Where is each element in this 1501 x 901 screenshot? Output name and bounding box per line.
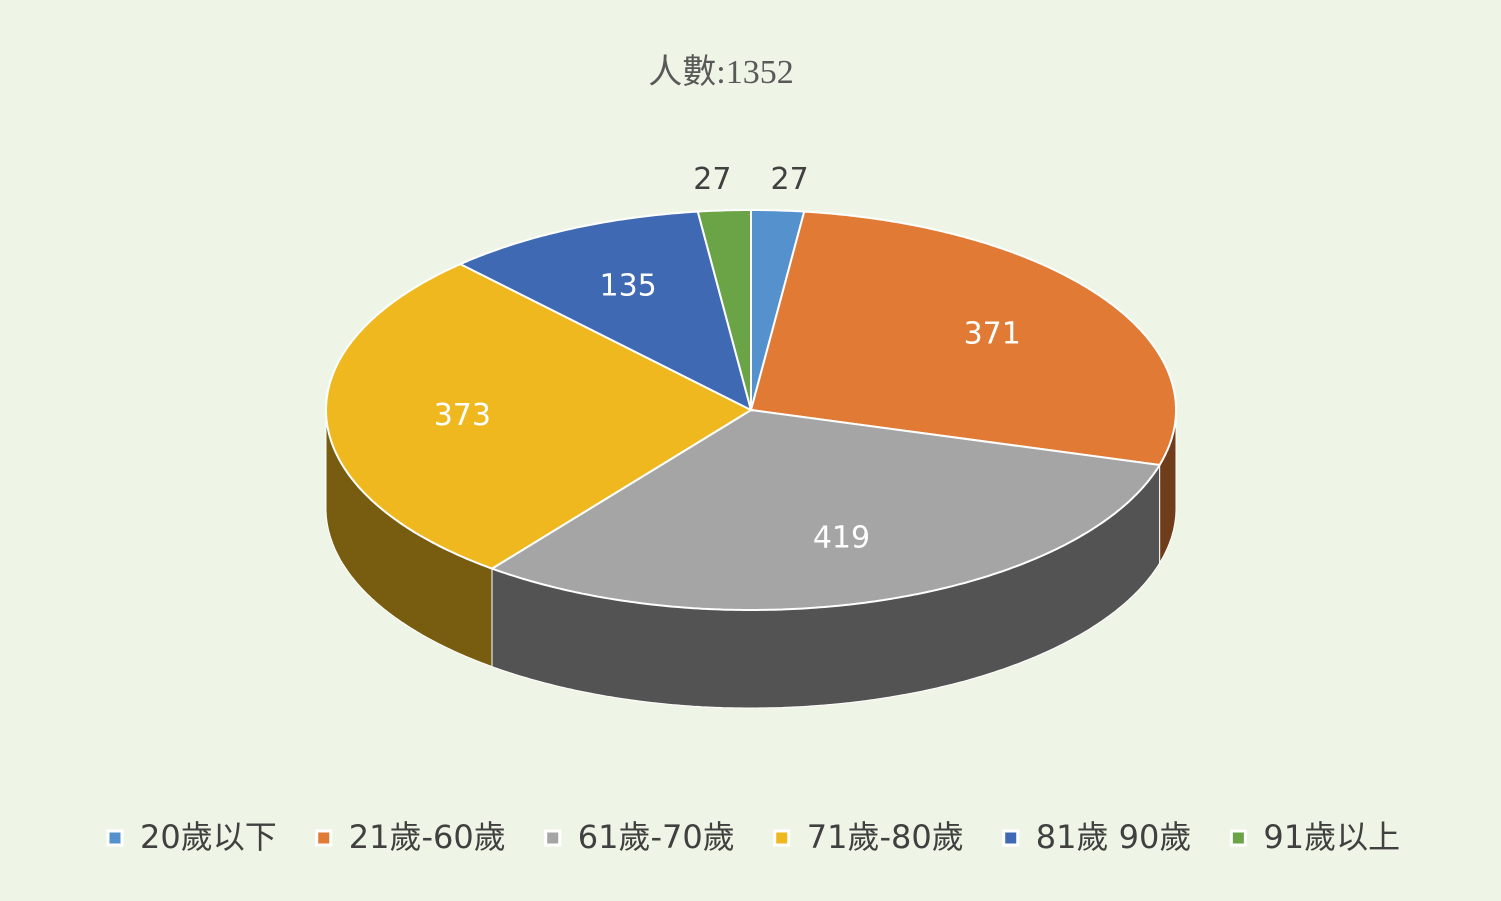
slice xyxy=(696,209,752,411)
legend-marker xyxy=(1002,829,1020,847)
data-label: 373 xyxy=(434,398,491,433)
slice xyxy=(458,210,753,412)
data-label: 371 xyxy=(964,317,1021,352)
legend-marker xyxy=(106,829,124,847)
data-label: 419 xyxy=(813,521,870,556)
legend-marker xyxy=(544,829,562,847)
data-label: 27 xyxy=(771,162,809,197)
legend-label: 71歲-80歲 xyxy=(807,818,964,856)
legend-label: 91歲以上 xyxy=(1263,818,1400,856)
legend-label: 61歲-70歲 xyxy=(578,818,735,856)
legend-label: 20歲以下 xyxy=(140,818,277,856)
slice xyxy=(325,262,754,570)
data-label: 27 xyxy=(693,162,731,197)
chart-title: 人數:1352 xyxy=(648,53,793,91)
slice xyxy=(749,210,1177,467)
data-label: 135 xyxy=(599,268,656,303)
legend-marker xyxy=(315,829,333,847)
legend-marker xyxy=(773,829,791,847)
legend-label: 81歲 90歲 xyxy=(1036,818,1192,856)
slice xyxy=(489,408,1162,611)
legend-label: 21歲-60歲 xyxy=(349,818,506,856)
legend-marker xyxy=(1229,829,1247,847)
